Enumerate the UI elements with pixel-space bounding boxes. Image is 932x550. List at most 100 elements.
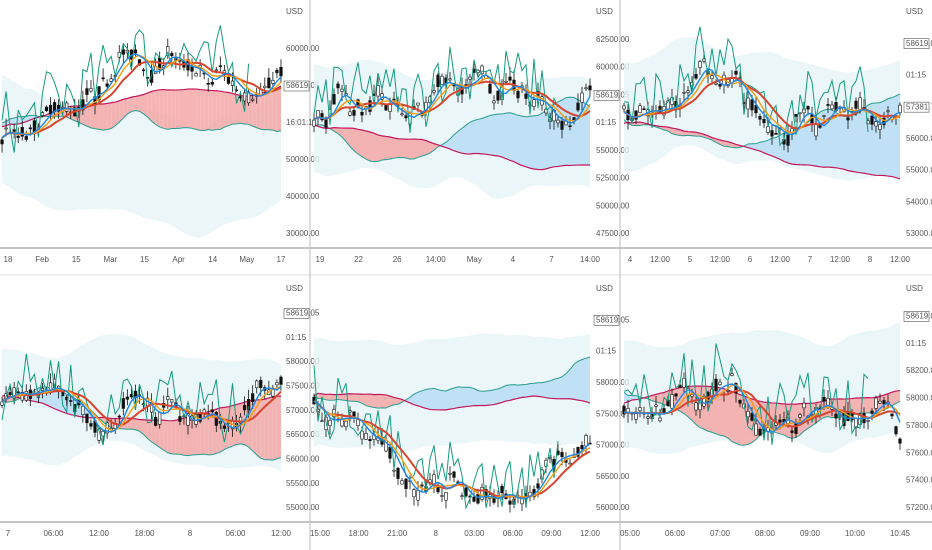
- cloud: [135, 95, 140, 112]
- cloud: [200, 412, 205, 455]
- y-axis-label: 60000.00: [286, 44, 320, 53]
- candle-body: [468, 76, 472, 80]
- candle-body: [40, 112, 45, 116]
- candle-body: [16, 135, 20, 138]
- candle-body: [714, 378, 718, 392]
- candle-body: [8, 392, 12, 395]
- cloud: [530, 115, 534, 169]
- candle-body: [166, 46, 170, 56]
- candle-body: [798, 414, 802, 418]
- cloud: [672, 128, 676, 135]
- candle-body: [400, 480, 404, 485]
- cloud: [836, 112, 840, 169]
- cloud: [175, 419, 180, 455]
- cloud: [107, 102, 112, 130]
- candle-body: [312, 119, 316, 127]
- cloud: [119, 99, 124, 123]
- cloud: [760, 141, 764, 153]
- y-axis-label: USD: [596, 284, 613, 293]
- candle-body: [28, 127, 32, 130]
- indicator-line: [313, 400, 591, 500]
- candle-body: [16, 391, 20, 394]
- cloud: [196, 89, 201, 131]
- candle-body: [279, 376, 283, 385]
- candle-body: [854, 100, 858, 109]
- cloud: [458, 386, 462, 408]
- cloud: [486, 390, 490, 406]
- cloud: [272, 88, 277, 132]
- cloud: [534, 382, 538, 397]
- candle-body: [690, 394, 694, 397]
- cloud: [498, 387, 502, 404]
- candle-body: [588, 85, 592, 91]
- cloud: [167, 89, 172, 130]
- cloud: [632, 395, 636, 400]
- cloud: [358, 393, 362, 404]
- indicator-line: [623, 76, 901, 130]
- candle-body: [714, 82, 718, 85]
- cloud: [736, 393, 740, 446]
- cloud: [896, 390, 900, 404]
- y-axis-label: 01:15: [596, 347, 617, 356]
- x-axis-label: 06:00: [225, 529, 246, 538]
- y-axis-label: 55500.00: [286, 479, 320, 488]
- cloud: [526, 383, 530, 398]
- candle-body: [870, 115, 874, 125]
- cloud: [402, 138, 406, 159]
- candle-body: [870, 410, 874, 414]
- candle-body: [682, 377, 686, 388]
- candle-body: [226, 77, 231, 84]
- y-axis-label: 58619.05: [286, 308, 320, 317]
- candle-body: [504, 81, 508, 83]
- candle-body: [560, 452, 564, 457]
- candle-body: [874, 121, 878, 127]
- y-axis-label: USD: [596, 7, 613, 16]
- candle-body: [271, 80, 275, 84]
- candle-body: [129, 394, 133, 398]
- cloud: [676, 128, 680, 136]
- cloud: [892, 391, 896, 406]
- candle-body: [154, 416, 158, 426]
- cloud: [240, 95, 245, 125]
- candle-body: [89, 88, 93, 92]
- y-axis-label: 57500.00: [596, 409, 630, 418]
- indicator-line: [623, 383, 901, 433]
- cloud: [386, 394, 390, 408]
- cloud: [212, 90, 217, 131]
- candle-body: [492, 100, 496, 104]
- cloud: [546, 380, 550, 399]
- candle-body: [496, 90, 500, 101]
- x-axis-label: 12:00: [710, 255, 731, 264]
- cloud: [378, 394, 382, 409]
- cloud: [252, 399, 257, 455]
- price-label-box: [903, 38, 930, 49]
- candle-body: [436, 74, 440, 87]
- indicator-line: [313, 96, 591, 163]
- candle-body: [400, 113, 404, 116]
- candle-body: [734, 383, 738, 394]
- cloud: [684, 131, 688, 136]
- cloud: [574, 361, 578, 401]
- candle-body: [388, 447, 392, 459]
- candle-body: [332, 94, 336, 105]
- cloud: [582, 101, 586, 165]
- cloud: [192, 88, 197, 130]
- cloud: [131, 96, 136, 112]
- cloud: [490, 114, 494, 156]
- cloud: [796, 128, 800, 165]
- candle-body: [786, 134, 790, 146]
- cloud: [884, 393, 888, 410]
- cloud: [538, 113, 542, 170]
- cloud: [264, 397, 269, 460]
- cloud: [856, 397, 860, 415]
- cloud: [764, 140, 768, 155]
- candle-body: [746, 410, 750, 418]
- cloud: [530, 383, 534, 397]
- cloud: [159, 89, 164, 129]
- candle-body: [259, 379, 263, 388]
- x-axis-label: 18:00: [134, 529, 155, 538]
- cloud: [276, 85, 281, 132]
- cloud: [450, 387, 454, 410]
- x-axis-label: 8: [868, 255, 873, 264]
- y-axis-label: 54000.00: [906, 197, 932, 206]
